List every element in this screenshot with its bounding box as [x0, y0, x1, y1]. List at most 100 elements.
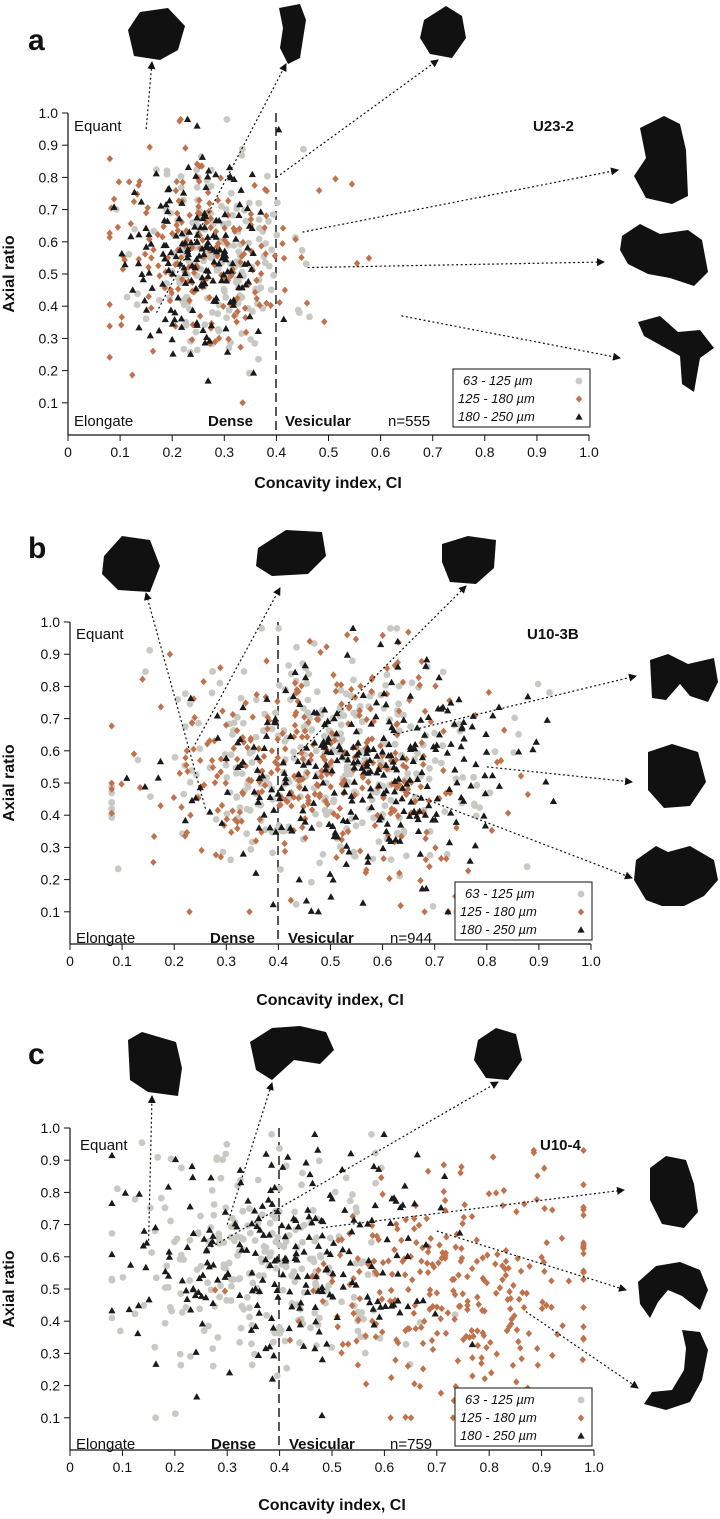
data-point: [464, 867, 472, 875]
data-point: [350, 1293, 358, 1301]
data-point: [331, 828, 339, 836]
data-point: [443, 855, 450, 863]
data-point: [286, 1288, 294, 1295]
data-point: [227, 267, 235, 274]
data-point: [580, 1335, 587, 1343]
data-point: [253, 753, 262, 761]
data-point: [214, 1276, 222, 1283]
data-point: [311, 1130, 319, 1138]
data-point: [342, 690, 350, 698]
data-point: [381, 802, 389, 810]
data-point: [339, 830, 347, 838]
data-point: [162, 268, 169, 276]
data-point: [221, 224, 228, 232]
data-point: [143, 1239, 151, 1246]
data-point: [317, 648, 324, 656]
data-point: [249, 1279, 257, 1287]
data-point: [539, 1298, 546, 1306]
data-point: [351, 791, 358, 799]
data-point: [222, 1204, 230, 1212]
data-point: [296, 1339, 303, 1346]
data-point: [242, 217, 250, 225]
data-point: [367, 767, 375, 775]
data-point: [289, 692, 297, 700]
data-point: [277, 784, 285, 791]
data-point: [217, 755, 225, 763]
data-point: [230, 727, 237, 734]
data-point: [410, 1199, 419, 1207]
data-point: [492, 1260, 499, 1268]
data-point: [108, 1230, 116, 1237]
data-point: [209, 1232, 217, 1239]
x-tick-label: 0.4: [267, 444, 287, 460]
data-point: [580, 1268, 587, 1277]
data-point: [438, 1305, 445, 1313]
grain-link-arrow: [156, 63, 287, 313]
data-point: [352, 727, 361, 735]
data-point: [177, 323, 186, 330]
data-point: [176, 260, 184, 267]
data-point: [189, 306, 197, 314]
data-point: [339, 816, 347, 824]
data-point: [282, 778, 290, 786]
data-point: [260, 744, 268, 752]
data-point: [159, 280, 167, 287]
data-point: [161, 1319, 169, 1327]
data-point: [214, 196, 222, 205]
annotation-vesicular: Vesicular: [289, 1436, 355, 1453]
data-point: [242, 281, 250, 288]
data-point: [399, 1201, 407, 1208]
data-point: [255, 1287, 264, 1295]
data-point: [412, 1324, 419, 1333]
grain-link-arrow: [525, 1311, 639, 1389]
data-point: [490, 1153, 497, 1161]
data-point: [274, 1233, 282, 1241]
data-point: [281, 847, 289, 855]
data-point: [223, 810, 231, 818]
legend-marker: [577, 1396, 585, 1404]
x-tick-label: 0: [66, 953, 74, 969]
data-point: [312, 762, 320, 769]
data-point: [177, 184, 185, 192]
data-point: [248, 1340, 255, 1348]
data-point: [133, 301, 141, 309]
data-point: [226, 163, 234, 171]
data-point: [292, 235, 299, 243]
data-point: [422, 856, 430, 864]
data-point: [316, 793, 323, 801]
data-point: [322, 766, 330, 773]
x-tick-label: 0: [66, 1459, 74, 1475]
data-point: [390, 788, 399, 795]
data-point: [338, 1298, 345, 1306]
data-point: [197, 756, 204, 765]
data-point: [431, 816, 439, 823]
data-point: [281, 286, 289, 294]
data-point: [192, 1348, 200, 1355]
data-point: [474, 1293, 481, 1301]
data-point: [386, 1219, 395, 1226]
data-point: [160, 241, 168, 249]
data-point: [350, 1216, 358, 1223]
data-point: [165, 196, 174, 204]
data-point: [261, 781, 269, 789]
data-point: [114, 1185, 121, 1193]
data-point: [300, 803, 307, 811]
data-point: [407, 798, 415, 805]
data-point: [425, 797, 433, 805]
data-point: [315, 1157, 323, 1165]
grain-link-arrow: [276, 59, 439, 178]
data-point: [379, 1259, 387, 1267]
data-point: [214, 310, 222, 318]
data-point: [193, 346, 201, 354]
data-point: [520, 1303, 528, 1312]
data-point: [183, 115, 192, 123]
data-point: [519, 1288, 526, 1297]
data-point: [418, 753, 427, 761]
y-tick-label: 0.6: [41, 743, 61, 759]
data-point: [246, 312, 254, 320]
data-point: [278, 1221, 286, 1229]
data-point: [240, 668, 248, 675]
data-point: [359, 784, 366, 792]
data-point: [172, 187, 180, 195]
data-point: [201, 321, 209, 329]
